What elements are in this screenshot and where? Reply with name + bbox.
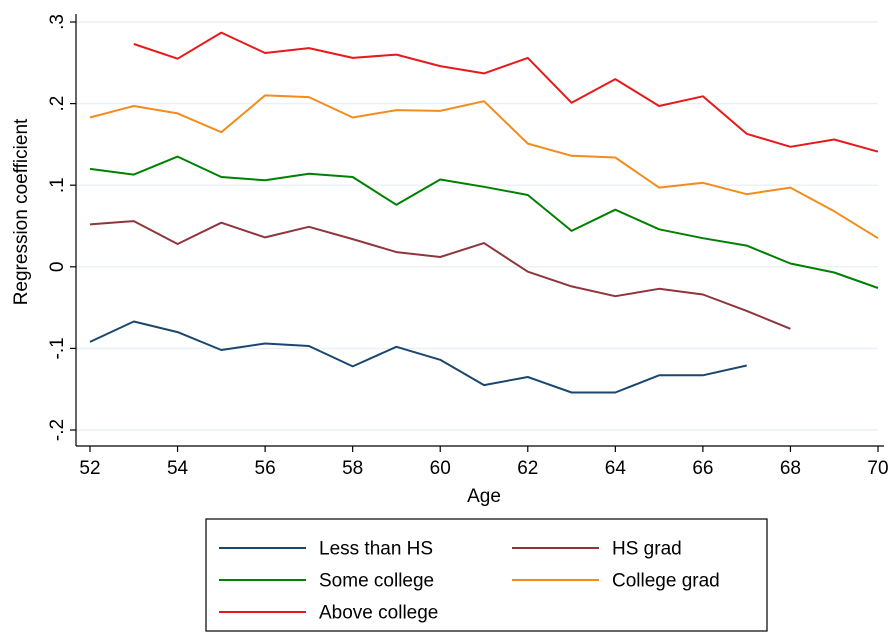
legend-label-hs-grad: HS grad xyxy=(612,539,682,560)
x-tick-label: 52 xyxy=(79,458,100,479)
legend-label-above-college: Above college xyxy=(319,603,438,624)
series-line-above-college xyxy=(133,31,879,153)
x-tick-label: 58 xyxy=(342,458,363,479)
x-tick-label: 56 xyxy=(255,458,276,479)
series-line-hs-grad xyxy=(89,220,791,330)
x-tick-label: 70 xyxy=(867,458,888,479)
series-line-some-college xyxy=(89,155,879,289)
grid-lines xyxy=(76,21,878,431)
y-tick-label: .2 xyxy=(47,96,68,112)
y-tick-label: .3 xyxy=(47,14,68,30)
x-tick-label: 54 xyxy=(167,458,189,479)
legend-label-less-than-hs: Less than HS xyxy=(319,539,433,560)
y-axis-title: Regression coefficient xyxy=(11,118,32,305)
y-tick-label: -.2 xyxy=(47,419,68,441)
x-tick-label: 68 xyxy=(780,458,801,479)
axes: -.2 -.1 0 .1 .2 .3 52 54 56 58 60 62 64 66 68 70 xyxy=(47,14,889,479)
x-tick-label: 60 xyxy=(430,458,451,479)
legend: Less than HS HS grad Some college College g… xyxy=(205,518,768,632)
y-tick-label: .1 xyxy=(47,177,68,193)
legend-label-college-grad: College grad xyxy=(612,571,720,592)
x-tick-label: 64 xyxy=(605,458,627,479)
y-tick-label: 0 xyxy=(47,262,68,273)
x-axis-title: Age xyxy=(467,486,501,507)
legend-label-some-college: Some college xyxy=(319,571,434,592)
x-tick-label: 62 xyxy=(517,458,538,479)
data-series xyxy=(89,31,879,394)
x-tick-label: 66 xyxy=(692,458,713,479)
y-tick-label: -.1 xyxy=(47,337,68,359)
series-line-college-grad xyxy=(89,94,879,240)
series-line-less-than-hs xyxy=(89,320,747,394)
